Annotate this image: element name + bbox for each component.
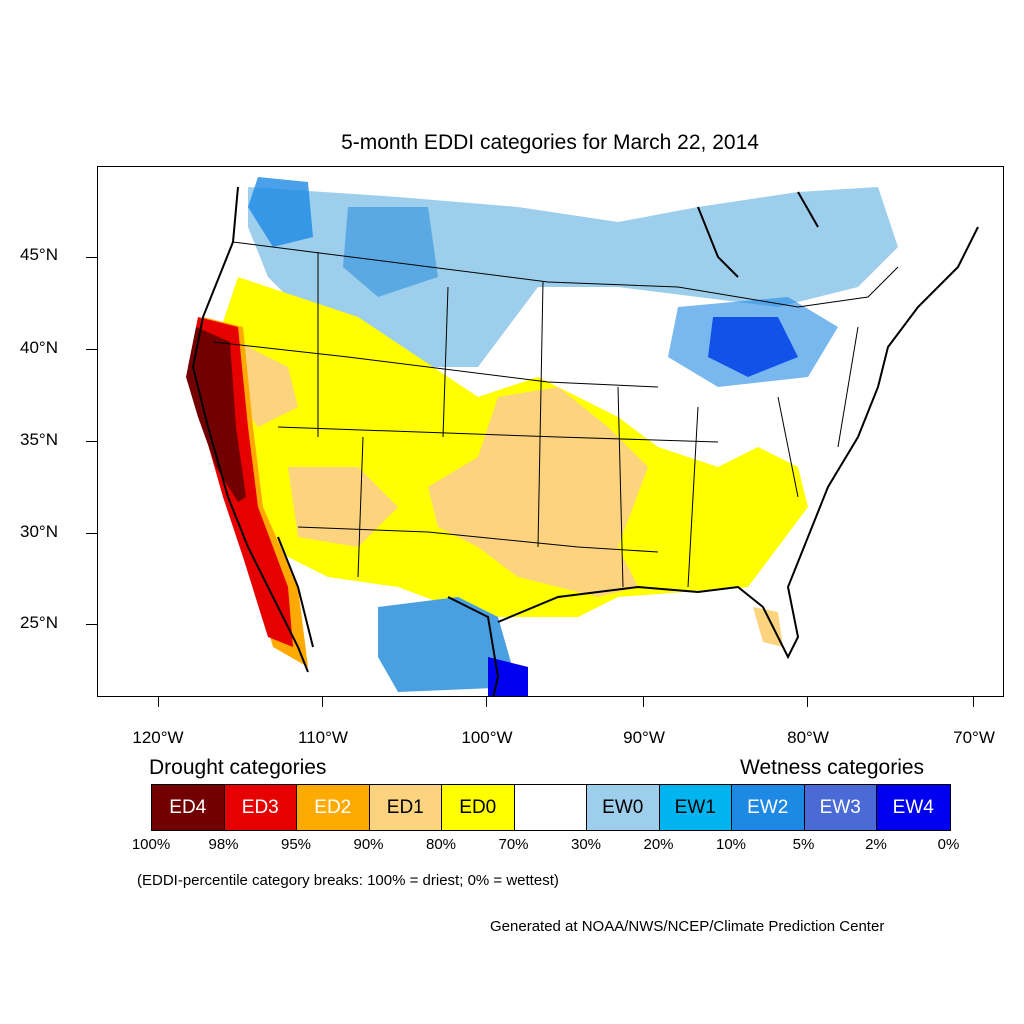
lon-label-120: 120°W	[132, 728, 184, 747]
lon-label-110: 110°W	[298, 728, 348, 747]
region-ew1-plains	[343, 207, 438, 297]
lon-label-70: 70°W	[953, 728, 995, 747]
lon-tick	[322, 697, 323, 707]
lon-tick	[158, 697, 159, 707]
lat-tick	[86, 533, 97, 534]
region-ed1-southwest	[288, 467, 398, 547]
lat-label-45: 45°N	[20, 245, 58, 264]
legend-box-ed4: ED4	[152, 785, 225, 830]
lat-label-40: 40°N	[20, 338, 58, 357]
lon-tick	[807, 697, 808, 707]
legend-box-ew2: EW2	[732, 785, 805, 830]
percentile-label: 98%	[208, 836, 239, 853]
lat-tick	[86, 257, 97, 258]
region-ew2-texas	[378, 597, 518, 692]
lat-tick	[86, 441, 97, 442]
legend-box-ew4: EW4	[877, 785, 950, 830]
lon-label-90: 90°W	[623, 728, 665, 747]
region-ed1-florida	[753, 607, 783, 647]
category-legend: ED4 ED3 ED2 ED1 ED0 EW0 EW1 EW2 EW3 EW4	[151, 784, 951, 831]
region-ed4-california	[186, 327, 246, 502]
percentile-label: 70%	[498, 836, 529, 853]
legend-box-normal	[514, 785, 587, 830]
region-ew4-texas	[488, 657, 528, 696]
percentile-label: 10%	[715, 836, 747, 853]
credit-text: Generated at NOAA/NWS/NCEP/Climate Predi…	[490, 918, 885, 935]
region-ew2-great-lakes	[668, 297, 838, 387]
region-ed1-plains	[428, 387, 648, 597]
percentile-label: 95%	[280, 836, 312, 853]
lon-label-80: 80°W	[787, 728, 829, 747]
lat-tick	[86, 624, 97, 625]
legend-box-ed1: ED1	[369, 785, 442, 830]
eddi-map	[186, 177, 979, 696]
lat-label-25: 25°N	[20, 613, 58, 632]
percentile-label: 20%	[643, 836, 674, 853]
lon-tick	[643, 697, 644, 707]
legend-box-ed0: ED0	[442, 785, 515, 830]
percentile-label: 5%	[792, 836, 815, 853]
percentile-label: 80%	[425, 836, 457, 853]
wetness-categories-heading: Wetness categories	[740, 756, 925, 779]
percentile-label: 0%	[937, 836, 960, 853]
lat-label-35: 35°N	[20, 430, 58, 449]
lon-tick	[486, 697, 487, 707]
legend-box-ed3: ED3	[224, 785, 297, 830]
legend-box-ew3: EW3	[804, 785, 877, 830]
state-boundaries	[212, 241, 899, 588]
lat-tick	[86, 349, 97, 350]
map-title: 5-month EDDI categories for March 22, 20…	[341, 131, 759, 154]
legend-box-ew1: EW1	[659, 785, 732, 830]
coastline	[191, 186, 979, 696]
lon-tick	[973, 697, 974, 707]
percentile-label: 2%	[865, 836, 887, 853]
region-ew1-northwest	[248, 177, 313, 247]
lon-label-100: 100°W	[461, 728, 513, 747]
map-panel	[97, 166, 1004, 697]
legend-box-ew0: EW0	[587, 785, 660, 830]
lat-label-30: 30°N	[20, 522, 58, 541]
percentile-label: 100%	[131, 836, 171, 853]
category-note: (EDDI-percentile category breaks: 100% =…	[137, 872, 559, 889]
percentile-label: 90%	[353, 836, 384, 853]
legend-box-ed2: ED2	[297, 785, 370, 830]
drought-categories-heading: Drought categories	[149, 756, 327, 779]
percentile-label: 30%	[570, 836, 602, 853]
